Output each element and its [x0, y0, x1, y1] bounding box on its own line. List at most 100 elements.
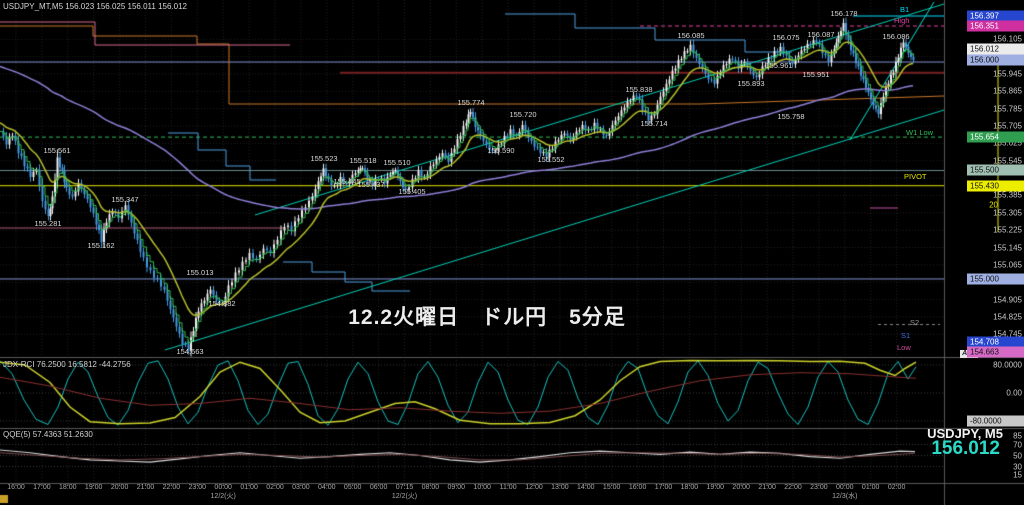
price-tick: 155.145 — [993, 243, 1022, 252]
time-label: 00:00 — [214, 484, 232, 491]
price-tick: 155.305 — [993, 208, 1022, 218]
price-axis[interactable] — [944, 0, 1024, 483]
price-tick: 154.745 — [993, 329, 1022, 339]
indicator1-tick: 0.00 — [1006, 388, 1022, 398]
time-label: 16:00 — [7, 484, 25, 491]
indicator2-tick: 30 — [1013, 462, 1022, 471]
price-tick: 155.865 — [993, 86, 1022, 96]
price-annotation: 155.445 — [333, 177, 361, 186]
price-annotation: 155.510 — [383, 158, 411, 167]
price-annotation: 155.758 — [777, 112, 805, 121]
time-label: 14:00 — [577, 484, 595, 491]
price-tick: 155.705 — [993, 121, 1022, 131]
price-annotation: 155.405 — [398, 187, 426, 196]
time-label: 13:00 — [551, 484, 569, 491]
price-tick: 154.905 — [993, 295, 1022, 305]
current-price-display: 156.012 — [931, 438, 1000, 459]
time-axis[interactable] — [0, 483, 1024, 505]
price-annotation: 154.882 — [208, 299, 236, 308]
center-caption: 12.2火曜日 ドル円 5分足 — [348, 306, 626, 329]
price-annotation: 156.075 — [772, 33, 800, 42]
price-level-box: 155.430 — [967, 180, 1024, 192]
price-level-box: 155.500 — [967, 164, 1024, 176]
level-label-s1: S1 — [901, 331, 911, 340]
price-annotation: 155.518 — [349, 156, 377, 165]
price-annotation: 155.590 — [487, 146, 515, 155]
time-label: 01:00 — [240, 484, 258, 491]
time-label: 23:00 — [810, 484, 828, 491]
time-label: 15:00 — [602, 484, 621, 491]
indicator2-tick: 85 — [1013, 431, 1022, 441]
indicator2-tick: 70 — [1013, 440, 1022, 449]
price-annotation: 155.162 — [87, 241, 115, 250]
price-tick: 156.105 — [993, 34, 1022, 44]
level-label-low: Low — [897, 343, 911, 352]
level-label-pivot: PIVOT — [904, 172, 927, 181]
price-level-box: 155.654 — [967, 131, 1024, 143]
price-annotation: 155.951 — [802, 70, 830, 79]
price-annotation: 154.663 — [176, 347, 204, 356]
time-label: 06:00 — [369, 484, 388, 491]
time-label: 23:00 — [188, 484, 207, 491]
time-label: 18:00 — [680, 484, 699, 491]
price-annotation: 155.714 — [640, 119, 668, 128]
level-label-w1-low: W1 Low — [906, 128, 934, 137]
price-level-box: 155.000 — [967, 273, 1024, 285]
time-label: 07:15 — [395, 484, 414, 491]
indicator2-label: QQE(5) 57.4363 51.2630 — [3, 430, 93, 439]
price-annotation: 155.013 — [186, 268, 214, 277]
level-label-high: High — [894, 16, 910, 25]
indicator2-tick: 15 — [1013, 470, 1022, 480]
symbol-watermark: USDJPY, M5 — [927, 426, 1003, 441]
indicator1-tick: 80.0000 — [993, 360, 1022, 370]
price-level-box: 156.351 — [967, 20, 1024, 32]
price-annotation: 156.085 — [677, 31, 705, 40]
time-label: 04:00 — [318, 484, 336, 491]
price-tick: 155.225 — [993, 225, 1022, 235]
price-tick: 155.785 — [993, 104, 1022, 114]
time-label: 05:00 — [343, 484, 362, 491]
time-label: 20:00 — [110, 484, 129, 491]
price-level-box: 156.012 — [967, 43, 1024, 55]
price-tick: 155.545 — [993, 156, 1022, 166]
price-annotation: 155.552 — [537, 155, 565, 164]
price-annotation: 155.437 — [357, 180, 385, 189]
price-tick: 155.385 — [993, 190, 1022, 200]
date-label: 12/3(水) — [832, 493, 858, 500]
time-label: 19:00 — [706, 484, 725, 491]
price-level-box: 156.397 — [967, 10, 1024, 22]
time-label: 19:00 — [84, 484, 103, 491]
price-annotation: 156.086 — [882, 32, 910, 41]
time-label: 03:00 — [292, 484, 310, 491]
time-label: 12:00 — [525, 484, 543, 491]
indicator1-level-box: -80.0000 — [967, 415, 1024, 427]
price-annotation: 156.178 — [830, 9, 858, 18]
price-level-box: 156.000 — [967, 54, 1024, 66]
time-label: 17:00 — [33, 484, 51, 491]
time-label: 11:00 — [499, 484, 517, 491]
date-label: 12/2(火) — [210, 493, 236, 500]
indicator1-label: JDX-RCI 76.2500 16.5812 -44.2756 — [3, 360, 131, 369]
level-label-b1: B1 — [900, 5, 910, 14]
price-level-box: 154.708 — [967, 336, 1024, 348]
time-label: 17:00 — [654, 484, 673, 491]
price-annotation: 155.838 — [625, 85, 653, 94]
price-annotation: 155.523 — [310, 154, 338, 163]
symbol-ohlc-title: USDJPY_MT,M5 156.023 156.025 156.011 156… — [3, 2, 187, 11]
price-annotation: 155.281 — [34, 219, 62, 228]
price-tick: 154.825 — [993, 312, 1022, 322]
time-label: 01:00 — [861, 484, 880, 491]
time-label: 21:00 — [136, 484, 155, 491]
price-annotation: 155.893 — [737, 79, 765, 88]
price-annotation: 155.561 — [43, 146, 71, 155]
time-label: 22:00 — [162, 484, 181, 491]
time-label: 02:00 — [266, 484, 284, 491]
time-label: 22:00 — [784, 484, 802, 491]
price-annotation: 155.347 — [111, 195, 139, 204]
price-tick: 155.945 — [993, 69, 1022, 79]
price-annotation: 155.774 — [457, 98, 485, 107]
price-annotation: 155.961 — [765, 61, 793, 70]
time-label: 18:00 — [59, 484, 77, 491]
